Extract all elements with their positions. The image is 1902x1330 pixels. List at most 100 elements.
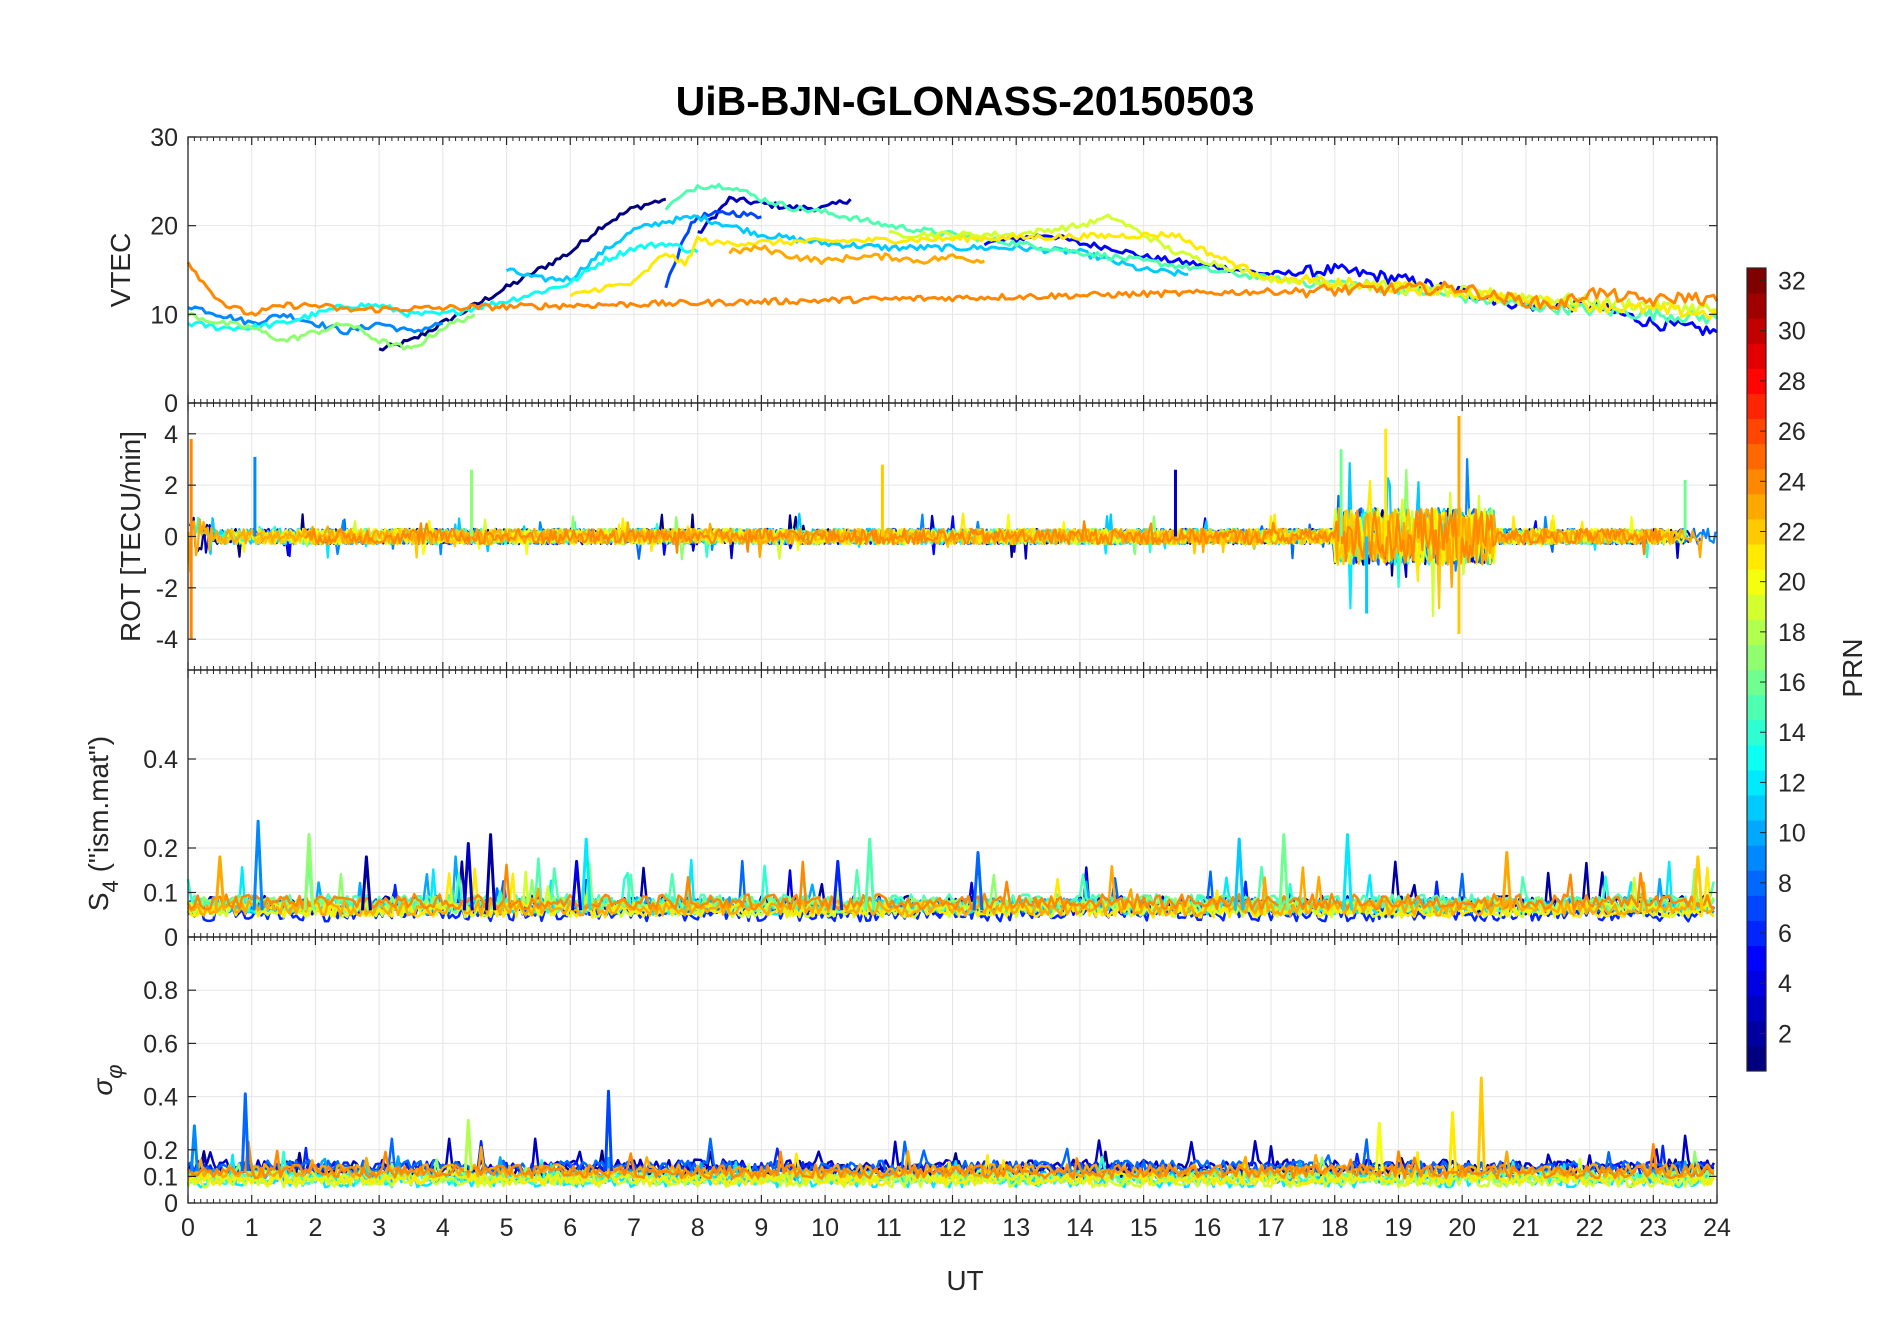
colorbar-tick-label: 32: [1778, 268, 1806, 296]
y-tick-label: 0.6: [143, 1030, 178, 1058]
x-axis: 0 1 2 3 4 5 6 7 8 9 10 11 12 13 14 15 16 17 18 19 20 21 22 23 24: [181, 1214, 1731, 1242]
x-tick-label: 21: [1512, 1214, 1540, 1242]
x-tick-label: 14: [1066, 1214, 1094, 1242]
colorbar-step: [1747, 845, 1766, 871]
s4-spike: [1342, 833, 1353, 911]
colorbar-tick-label: 24: [1778, 468, 1806, 496]
y-tick-label: 0.1: [143, 880, 178, 908]
vtec-series-prn-17: [187, 312, 476, 351]
y-tick-label: 0.8: [143, 977, 178, 1005]
colorbar-tick-label: 26: [1778, 418, 1806, 446]
x-tick-label: 5: [500, 1214, 514, 1242]
vtec-series-prn-24: [186, 261, 1719, 317]
colorbar-step: [1747, 995, 1766, 1022]
s4-spike: [360, 855, 372, 911]
s4-spike: [485, 833, 497, 911]
colorbar-tick-label: 16: [1778, 669, 1806, 697]
colorbar-frame: [1746, 267, 1767, 1072]
colorbar-step: [1747, 895, 1766, 921]
colorbar-step: [1747, 669, 1766, 696]
colorbar-tick-label: 4: [1778, 970, 1792, 998]
sigma-spike: [240, 1092, 250, 1172]
x-tick-label: 1: [245, 1214, 259, 1242]
x-tick-label: 11: [876, 1214, 902, 1242]
y-tick-label: 0: [164, 924, 178, 952]
s4-spike: [1278, 833, 1290, 911]
colorbar-step: [1747, 970, 1766, 997]
colorbar-step: [1747, 318, 1766, 344]
colorbar-step: [1747, 820, 1766, 846]
colorbar-step: [1747, 368, 1766, 394]
x-tick-label: 7: [627, 1214, 641, 1242]
s4-spike: [214, 855, 226, 911]
x-tick-label: 0: [181, 1214, 195, 1242]
vtec-series-prn-13: [187, 241, 699, 332]
colorbar-step: [1747, 418, 1766, 445]
colorbar-tick-label: 22: [1778, 518, 1806, 546]
x-tick-label: 10: [811, 1214, 839, 1242]
s4-spike: [462, 842, 474, 911]
s4-ylabel: S4 ("ism.mat"): [83, 736, 123, 911]
x-axis-label: UT: [946, 1265, 983, 1296]
colorbar-step: [1747, 744, 1766, 771]
y-tick-label: 0: [164, 1190, 178, 1218]
colorbar-tick-label: 28: [1778, 368, 1806, 396]
sigma-spike: [1448, 1111, 1458, 1172]
vtec-series-prn-21: [569, 230, 1719, 320]
colorbar-step: [1747, 870, 1766, 896]
vtec-ylabel: VTEC: [105, 233, 136, 308]
x-tick-label: 19: [1385, 1214, 1413, 1242]
y-tick-label: -4: [156, 626, 178, 654]
x-tick-label: 15: [1130, 1214, 1158, 1242]
colorbar-step: [1747, 518, 1766, 545]
colorbar-step: [1747, 719, 1766, 746]
x-tick-label: 18: [1321, 1214, 1349, 1242]
x-tick-label: 12: [939, 1214, 967, 1242]
s4-spike: [252, 819, 264, 911]
y-tick-label: 2: [164, 472, 178, 500]
rot-series-prn-24: [304, 507, 1663, 566]
colorbar-tick-label: 14: [1778, 719, 1806, 747]
x-tick-label: 3: [372, 1214, 386, 1242]
colorbar-step: [1747, 794, 1766, 821]
colorbar-step: [1747, 1045, 1766, 1072]
s4-spike: [832, 859, 844, 911]
colorbar-tick-label: 2: [1778, 1020, 1792, 1048]
x-tick-label: 4: [436, 1214, 450, 1242]
colorbar-step: [1747, 468, 1766, 495]
vtec-panel: 0 10 20 30 VTEC: [105, 124, 1719, 418]
sigma-series-prn-24: [187, 1140, 1715, 1180]
vtec-series-prn-9: [187, 305, 444, 336]
y-tick-label: 30: [150, 124, 178, 152]
x-tick-label: 22: [1576, 1214, 1604, 1242]
x-tick-label: 13: [1002, 1214, 1030, 1242]
x-tick-label: 8: [691, 1214, 705, 1242]
colorbar-step: [1747, 594, 1766, 620]
sigma-spike: [463, 1119, 473, 1172]
y-tick-label: 0.4: [143, 746, 178, 774]
colorbar-step: [1747, 443, 1766, 470]
x-tick-label: 6: [563, 1214, 577, 1242]
vtec-series-prn-23: [728, 244, 985, 266]
colorbar-tick-label: 30: [1778, 318, 1806, 346]
sigma-spike: [189, 1124, 199, 1172]
sigma-series-prn-23: [187, 1146, 1715, 1179]
s4-series-prn-23: [187, 865, 1715, 918]
colorbar-step: [1747, 769, 1766, 796]
x-tick-label: 2: [308, 1214, 322, 1242]
s4-spike: [972, 851, 984, 911]
sigma-spike: [1374, 1121, 1384, 1172]
colorbar-tick-label: 20: [1778, 569, 1806, 597]
vtec-series-prn-7: [664, 209, 762, 289]
colorbar-step: [1747, 644, 1766, 670]
y-tick-label: 0.2: [143, 835, 178, 863]
y-tick-label: 0: [164, 524, 178, 552]
sigma-series-prn-19: [186, 1157, 1715, 1189]
colorbar-tick-label: 6: [1778, 920, 1792, 948]
vtec-series-prn-1: [378, 197, 667, 352]
colorbar-step: [1747, 920, 1766, 947]
sigma-spike: [604, 1089, 613, 1172]
y-tick-label: 0.1: [143, 1163, 178, 1191]
colorbar-step: [1747, 393, 1766, 420]
